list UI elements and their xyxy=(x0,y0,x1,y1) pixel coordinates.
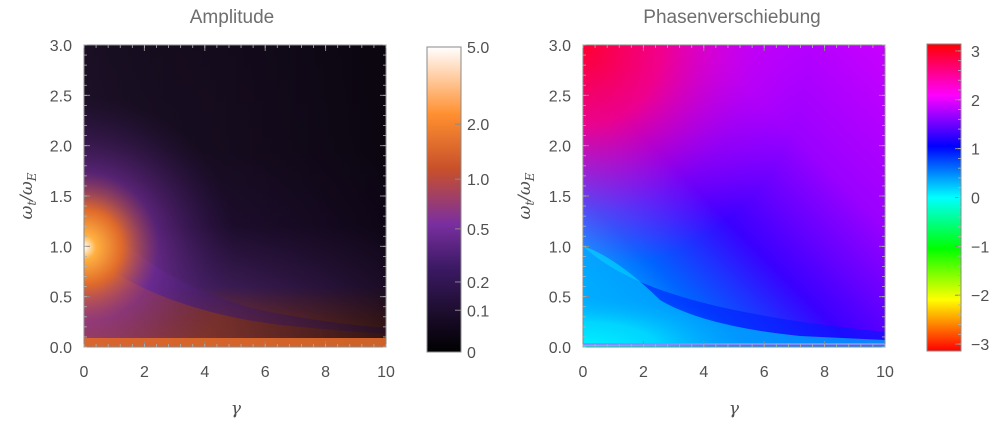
x-tick-label: 4 xyxy=(200,364,209,381)
phase-x-label: γ xyxy=(729,399,740,419)
colorbar-tick-label: 1.0 xyxy=(467,172,489,189)
x-tick-label: 10 xyxy=(377,364,395,381)
colorbar-tick-label: 1 xyxy=(971,142,980,159)
y-tick-label: 3.0 xyxy=(50,38,72,55)
x-tick-label: 8 xyxy=(820,364,829,381)
x-tick-label: 6 xyxy=(261,364,270,381)
y-tick-label: 2.0 xyxy=(50,139,72,156)
y-tick-label: 0.0 xyxy=(50,340,72,357)
x-tick-label: 0 xyxy=(80,364,89,381)
phase-heatmap xyxy=(583,45,885,347)
x-tick-label: 8 xyxy=(321,364,330,381)
colorbar-tick-label: 0.2 xyxy=(467,275,489,292)
amplitude-colorbar-ticks: 0 0.1 0.2 0.5 1.0 2.0 5.0 xyxy=(455,40,489,362)
amplitude-y-label: ωt/ωE xyxy=(17,172,39,219)
y-tick-label: 2.5 xyxy=(50,88,72,105)
phase-y-ticks: 0.0 0.5 1.0 1.5 2.0 2.5 3.0 xyxy=(549,38,885,357)
x-tick-label: 0 xyxy=(579,364,588,381)
colorbar-tick-label: 0.5 xyxy=(467,222,489,239)
x-tick-label: 2 xyxy=(639,364,648,381)
amplitude-x-label: γ xyxy=(231,399,242,419)
y-tick-label: 0.5 xyxy=(50,290,72,307)
y-tick-label: 1.0 xyxy=(549,239,571,256)
amplitude-colorbar xyxy=(426,46,462,353)
colorbar-tick-label: 2 xyxy=(971,93,980,110)
amplitude-heatmap xyxy=(84,45,386,347)
y-tick-label: 2.0 xyxy=(549,139,571,156)
phase-panel: Phasenverschiebung 0 2 4 6 8 10 0.00.51.01.52… xyxy=(515,7,989,419)
amplitude-panel: Amplitude 0 2 4 6 8 10 0.00.51.01.52.02.53.0 … xyxy=(17,7,489,419)
phase-title: Phasenverschiebung xyxy=(643,7,820,28)
y-tick-label: 0.0 xyxy=(549,340,571,357)
phase-colorbar-ticks: −3 −2 −1 0 1 2 3 xyxy=(955,44,989,354)
x-tick-label: 6 xyxy=(760,364,769,381)
colorbar-tick-label: 0 xyxy=(467,345,476,362)
colorbar-tick-label: 3 xyxy=(971,44,980,61)
phase-y-label: ωt/ωE xyxy=(515,172,537,219)
colorbar-tick-label: 2.0 xyxy=(467,117,489,134)
colorbar-tick-label: 5.0 xyxy=(467,40,489,57)
phase-x-ticks: 0 2 4 6 8 10 xyxy=(579,45,894,381)
y-tick-label: 2.5 xyxy=(549,88,571,105)
x-tick-label: 2 xyxy=(140,364,149,381)
x-tick-label: 10 xyxy=(876,364,894,381)
colorbar-tick-label: −2 xyxy=(971,288,989,305)
colorbar-tick-label: 0 xyxy=(971,191,980,208)
colorbar-tick-label: −1 xyxy=(971,239,989,256)
colorbar-tick-label: 0.1 xyxy=(467,303,489,320)
x-tick-label: 4 xyxy=(699,364,708,381)
y-tick-label: 0.5 xyxy=(549,290,571,307)
colorbar-tick-label: −3 xyxy=(971,337,989,354)
y-tick-label: 3.0 xyxy=(549,38,571,55)
y-tick-label: 1.0 xyxy=(50,239,72,256)
amplitude-y-ticks: 0.0 0.5 1.0 1.5 2.0 2.5 3.0 xyxy=(50,38,386,357)
y-tick-label: 1.5 xyxy=(549,189,571,206)
amplitude-title: Amplitude xyxy=(190,7,275,28)
y-tick-label: 1.5 xyxy=(50,189,72,206)
